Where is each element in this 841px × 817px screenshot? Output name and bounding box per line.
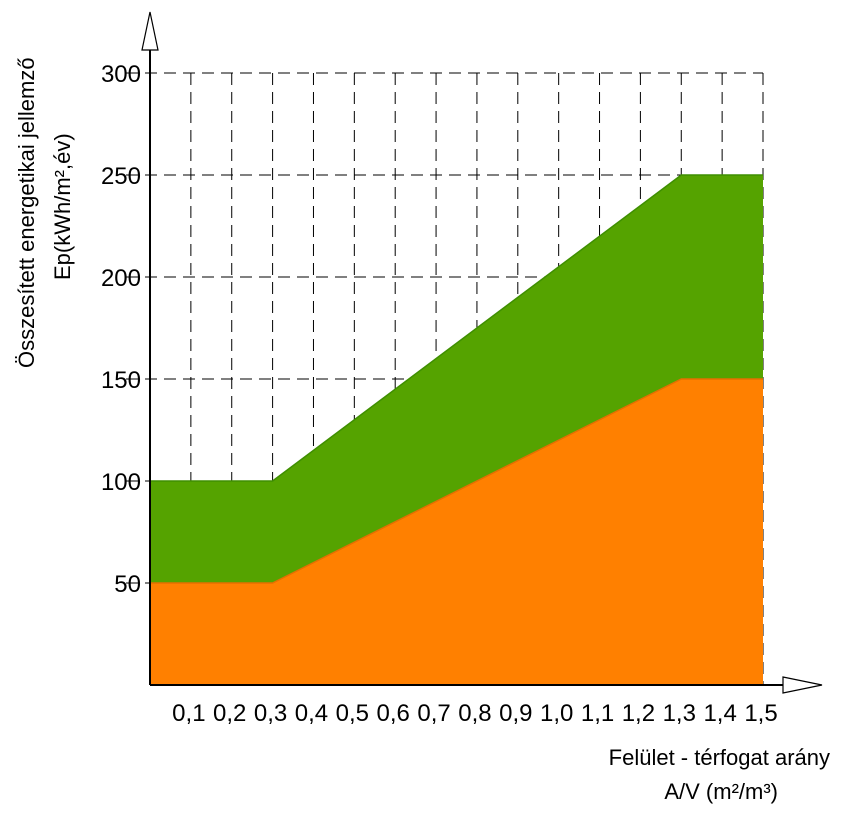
- x-tick-labels: 0,1 0,2 0,3 0,4 0,5 0,6 0,7 0,8 0,9 1,0 1,1 1,2 1,3 1…: [172, 700, 778, 727]
- y-tick-label: 50: [114, 571, 141, 598]
- series-line-lower: [150, 378, 763, 584]
- x-tick-label: 1,0: [540, 700, 573, 727]
- y-tick-label: 100: [101, 469, 141, 496]
- y-tick-labels: 50 100 150 200 250 300: [101, 61, 141, 598]
- x-tick-label: 0,6: [377, 700, 410, 727]
- x-axis-title-line-2: A/V (m²/m³): [664, 779, 778, 804]
- x-tick-label: 1,2: [622, 700, 655, 727]
- y-tick-label: 150: [101, 367, 141, 394]
- x-tick-label: 0,9: [499, 700, 532, 727]
- y-axis-title-line-2: Ep(kWh/m²,év): [50, 133, 75, 280]
- axes: [141, 11, 823, 694]
- series-line-upper: [150, 174, 763, 482]
- x-tick-label: 1,3: [663, 700, 696, 727]
- x-tick-label: 1,5: [744, 700, 777, 727]
- x-tick-label: 0,3: [254, 700, 287, 727]
- y-tick-label: 300: [101, 61, 141, 88]
- x-axis-title-line-1: Felület - térfogat arány: [609, 745, 830, 770]
- x-tick-label: 0,7: [417, 700, 450, 727]
- area-series: [150, 174, 763, 685]
- x-tick-label: 1,1: [581, 700, 614, 727]
- area-band-upper: [150, 175, 763, 583]
- y-axis-title-line-1: Összesített energetikai jellemző: [14, 57, 39, 368]
- x-axis-arrow: [782, 676, 823, 694]
- x-tick-label: 0,4: [295, 700, 328, 727]
- area-band-lower: [150, 379, 763, 685]
- y-tick-label: 200: [101, 265, 141, 292]
- x-tick-label: 0,8: [458, 700, 491, 727]
- y-tick-label: 250: [101, 163, 141, 190]
- y-axis-arrow: [141, 11, 159, 51]
- x-tick-label: 1,4: [703, 700, 736, 727]
- x-tick-label: 0,2: [213, 700, 246, 727]
- x-tick-label: 0,5: [336, 700, 369, 727]
- x-tick-label: 0,1: [172, 700, 205, 727]
